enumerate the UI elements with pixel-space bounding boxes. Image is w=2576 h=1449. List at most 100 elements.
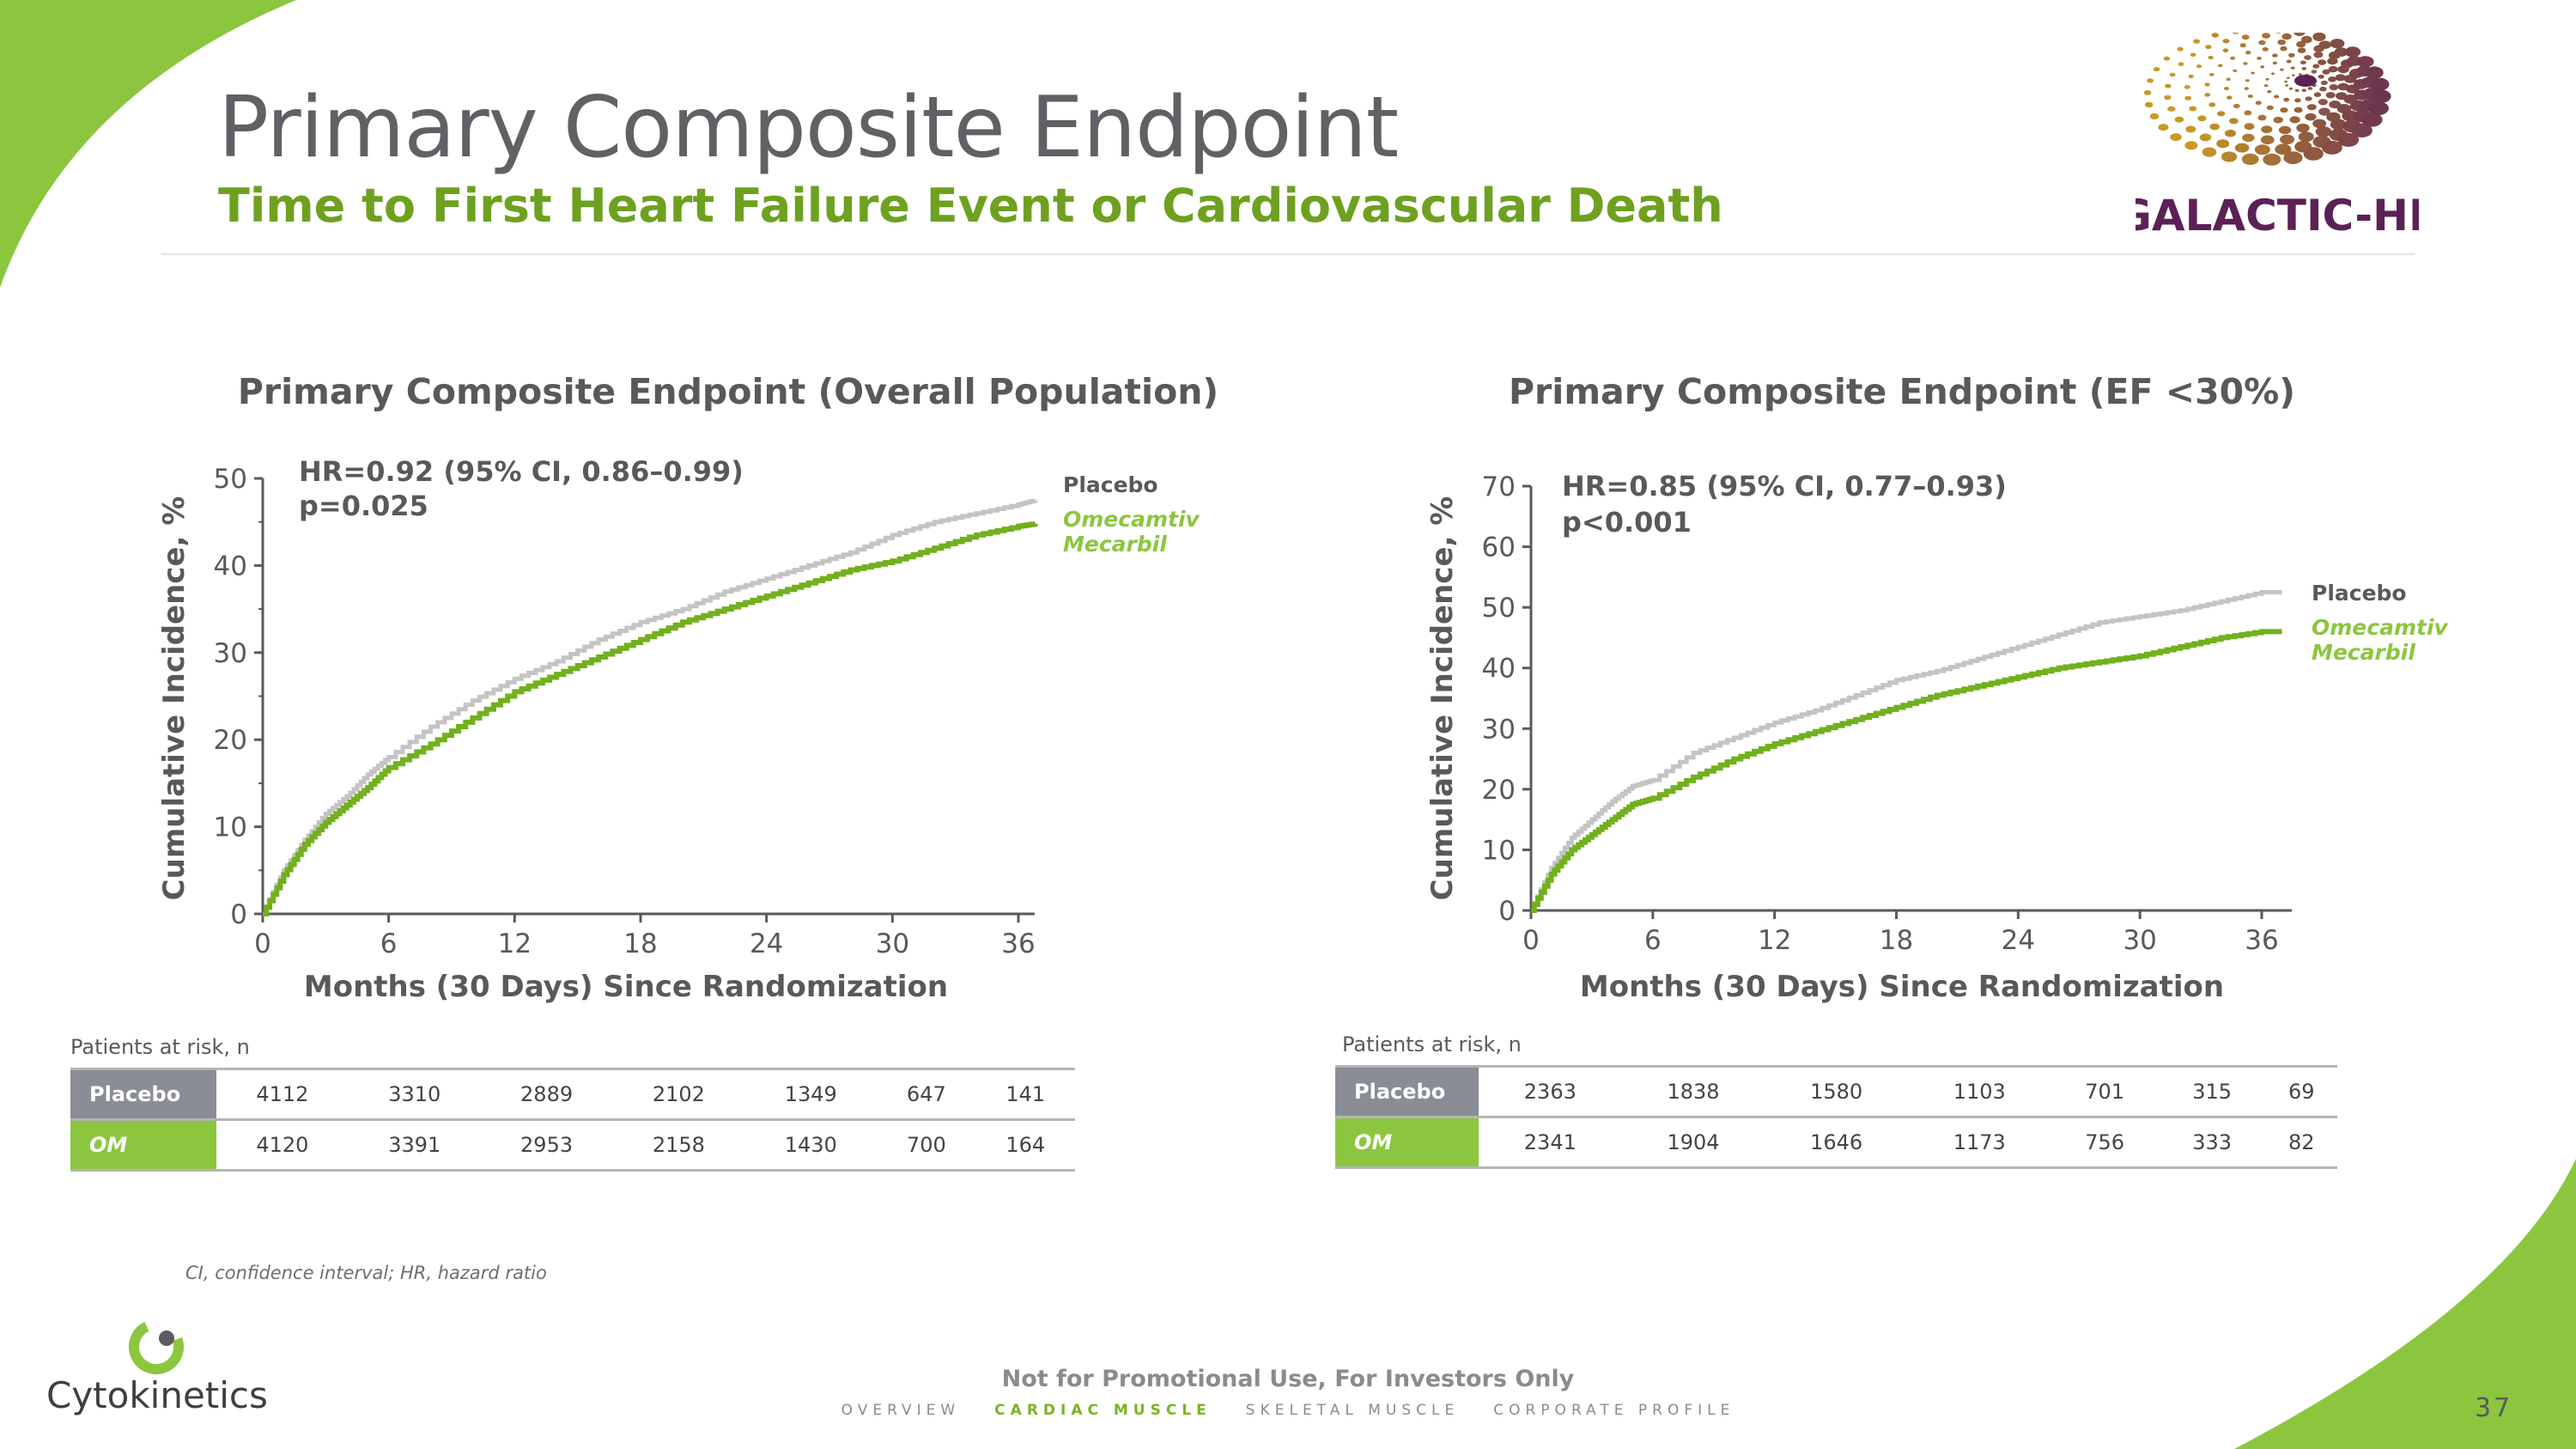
logo-dot — [2283, 151, 2303, 165]
logo-dot — [2239, 43, 2246, 48]
risk-cell: 1173 — [1907, 1117, 2051, 1169]
risk-cell: 1838 — [1621, 1065, 1765, 1118]
page-title: Primary Composite Endpoint — [218, 79, 1399, 177]
logo-dot — [2230, 56, 2236, 60]
logo-dot — [2301, 67, 2307, 70]
logo-dot — [2258, 40, 2266, 46]
logo-dot — [2149, 113, 2160, 120]
header-divider — [161, 253, 2415, 255]
x-tick-label: 0 — [1522, 925, 1540, 956]
logo-dot — [2164, 94, 2172, 100]
risk-cell: 2158 — [612, 1119, 745, 1172]
nav-corporate-profile[interactable]: CORPORATE PROFILE — [1493, 1402, 1735, 1419]
risk-cell: 4112 — [216, 1068, 349, 1121]
logo-dot — [2260, 65, 2265, 69]
logo-dot — [2242, 133, 2255, 143]
logo-dot — [2319, 86, 2327, 92]
logo-dot — [2361, 113, 2383, 127]
logo-dot — [2277, 40, 2286, 46]
y-tick-label: 50 — [1482, 593, 1516, 624]
logo-dot — [2197, 115, 2207, 122]
logo-dot — [2234, 143, 2250, 153]
risk-cell: 1349 — [744, 1068, 878, 1121]
y-tick-label: 70 — [1482, 472, 1516, 502]
risk-cell: 756 — [2050, 1117, 2159, 1169]
logo-dot — [2313, 92, 2322, 97]
logo-dot — [2312, 64, 2320, 69]
cytokinetics-logo-mark — [129, 1319, 184, 1374]
logo-dot — [2199, 133, 2212, 142]
logo-dot — [2208, 73, 2215, 76]
nav-skeletal-muscle[interactable]: SKELETAL MUSCLE — [1245, 1402, 1460, 1419]
x-tick-label: 36 — [1001, 928, 1035, 959]
logo-dot — [2245, 79, 2250, 82]
risk-group-label: OM — [1335, 1117, 1479, 1169]
logo-dot — [2257, 114, 2267, 121]
logo-dot — [2286, 59, 2292, 64]
logo-dot — [2318, 40, 2331, 49]
logo-dot — [2283, 97, 2290, 102]
y-tick-label: 10 — [214, 813, 247, 843]
logo-dot — [2222, 48, 2229, 52]
logo-dot — [2329, 84, 2339, 91]
logo-dot — [2163, 56, 2171, 61]
footnote: CI, confidence interval; HR, hazard rati… — [185, 1263, 547, 1283]
risk-cell: 333 — [2158, 1117, 2266, 1169]
logo-dot — [2184, 95, 2191, 100]
x-tick-label: 6 — [1644, 925, 1662, 956]
page-number: 37 — [2475, 1393, 2513, 1423]
logo-dot — [2280, 134, 2295, 145]
logo-dot — [2303, 147, 2324, 161]
logo-dot — [2371, 89, 2391, 103]
logo-dot — [2144, 101, 2154, 108]
logo-dot — [2284, 80, 2287, 83]
logo-dot — [2325, 92, 2336, 99]
logo-dot — [2265, 77, 2269, 81]
logo-dot — [2307, 104, 2317, 111]
logo-dot — [2330, 39, 2345, 49]
legend-placebo: Placebo — [2312, 581, 2407, 606]
logo-dot — [2351, 123, 2372, 137]
x-tick-label: 18 — [623, 928, 657, 959]
logo-dot — [2304, 55, 2312, 60]
y-tick-label: 0 — [230, 899, 247, 930]
logo-dot — [2143, 90, 2152, 95]
logo-dot — [2226, 95, 2233, 100]
logo-dot — [2321, 140, 2342, 155]
logo-dot — [2298, 131, 2314, 143]
corner-swoosh-top-left — [0, 0, 296, 288]
logo-dot — [2322, 69, 2330, 75]
logo-dot — [2328, 76, 2337, 82]
risk-table-label-ef30: Patients at risk, n — [1342, 1032, 1522, 1056]
risk-cell: 1430 — [744, 1119, 878, 1172]
logo-dot — [2211, 33, 2220, 38]
logo-dot — [2262, 47, 2269, 52]
logo-dot — [2205, 45, 2212, 50]
logo-dot — [2294, 88, 2300, 93]
logo-dot — [2318, 59, 2327, 65]
logo-dot — [2217, 64, 2223, 68]
legend-om-line2: Mecarbil — [1063, 532, 1167, 557]
hazard-ratio-annotation: HR=0.85 (95% CI, 0.77–0.93) — [1562, 470, 2007, 502]
logo-dot — [2271, 72, 2275, 76]
logo-dot — [2243, 62, 2248, 65]
logo-dot — [2247, 94, 2253, 99]
logo-dot — [2244, 87, 2249, 90]
risk-cell: 69 — [2265, 1065, 2337, 1118]
logo-dot — [2208, 102, 2216, 107]
logo-dot — [2320, 80, 2328, 86]
cytokinetics-logo-text: Cytokinetics — [46, 1374, 268, 1416]
risk-row-om: OM 4120 3391 2953 2158 1430 700 164 — [70, 1119, 1075, 1172]
logo-dot — [2370, 77, 2390, 91]
logo-dot — [2184, 85, 2190, 89]
y-tick-label: 0 — [1498, 896, 1516, 927]
y-tick-label: 50 — [214, 464, 247, 495]
logo-dot — [2305, 96, 2312, 101]
p-value-annotation: p<0.001 — [1562, 506, 1692, 539]
nav-cardiac-muscle[interactable]: CARDIAC MUSCLE — [994, 1402, 1212, 1419]
logo-dot — [2290, 66, 2295, 70]
nav-overview[interactable]: OVERVIEW — [841, 1402, 961, 1419]
logo-dot — [2273, 116, 2283, 124]
logo-dot — [2224, 87, 2229, 91]
logo-dot — [2289, 116, 2300, 124]
